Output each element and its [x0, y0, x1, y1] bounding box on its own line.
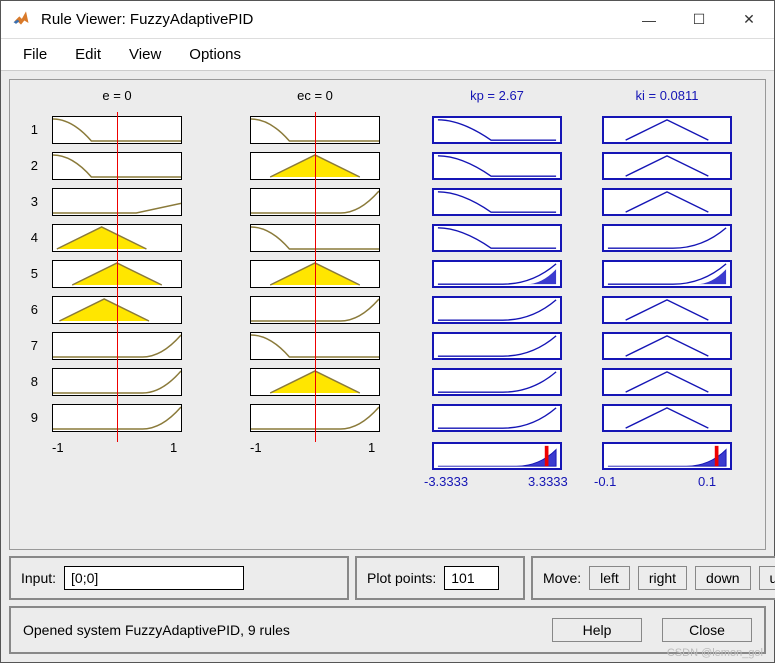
row-number: 9	[22, 410, 38, 425]
axis-max-ec: 1	[368, 440, 375, 455]
titlebar: Rule Viewer: FuzzyAdaptivePID — ☐ ✕	[1, 1, 774, 39]
mf-cell-kp	[432, 188, 562, 216]
input-panel: Input:	[9, 556, 349, 600]
menubar: File Edit View Options	[1, 39, 774, 71]
matlab-icon	[11, 8, 31, 31]
row-number: 2	[22, 158, 38, 173]
window-title: Rule Viewer: FuzzyAdaptivePID	[41, 11, 624, 28]
aggregate-ki	[602, 442, 732, 470]
axis-min-kp: -3.3333	[424, 474, 468, 489]
menu-edit[interactable]: Edit	[63, 42, 113, 67]
mf-cell-ki	[602, 332, 732, 360]
mf-cell-ki	[602, 116, 732, 144]
input-slider-e[interactable]	[117, 112, 118, 442]
status-bar: Opened system FuzzyAdaptivePID, 9 rules …	[9, 606, 766, 654]
input-label: Input:	[21, 570, 56, 586]
status-text: Opened system FuzzyAdaptivePID, 9 rules	[23, 622, 552, 638]
maximize-button[interactable]: ☐	[674, 1, 724, 38]
mf-cell-kp	[432, 368, 562, 396]
mf-cell-kp	[432, 116, 562, 144]
menu-view[interactable]: View	[117, 42, 173, 67]
window-controls: — ☐ ✕	[624, 1, 774, 38]
mf-cell-ki	[602, 260, 732, 288]
plot-points-label: Plot points:	[367, 570, 436, 586]
input-field[interactable]	[64, 566, 244, 590]
move-down-button[interactable]: down	[695, 566, 750, 590]
move-panel: Move: left right down up	[531, 556, 775, 600]
row-number: 7	[22, 338, 38, 353]
column-header-kp: kp = 2.67	[427, 88, 567, 103]
axis-max-ki: 0.1	[698, 474, 716, 489]
mf-cell-ki	[602, 296, 732, 324]
content-area: e = 0 ec = 0 kp = 2.67 ki = 0.0811 1 2 3 4 5 6 7 8 9…	[1, 71, 774, 662]
mf-cell-ki	[602, 404, 732, 432]
row-number: 1	[22, 122, 38, 137]
column-header-ec: ec = 0	[245, 88, 385, 103]
axis-max-e: 1	[170, 440, 177, 455]
menu-file[interactable]: File	[11, 42, 59, 67]
move-left-button[interactable]: left	[589, 566, 630, 590]
minimize-button[interactable]: —	[624, 1, 674, 38]
plot-points-field[interactable]	[444, 566, 499, 590]
column-header-e: e = 0	[47, 88, 187, 103]
mf-cell-kp	[432, 296, 562, 324]
mf-cell-ki	[602, 188, 732, 216]
axis-min-ec: -1	[250, 440, 262, 455]
close-button[interactable]: Close	[662, 618, 752, 642]
mf-cell-kp	[432, 260, 562, 288]
mf-cell-kp	[432, 152, 562, 180]
row-number: 8	[22, 374, 38, 389]
mf-cell-ki	[602, 368, 732, 396]
row-number: 3	[22, 194, 38, 209]
column-header-ki: ki = 0.0811	[597, 88, 737, 103]
mf-cell-ki	[602, 224, 732, 252]
mf-cell-kp	[432, 332, 562, 360]
rules-panel: e = 0 ec = 0 kp = 2.67 ki = 0.0811 1 2 3 4 5 6 7 8 9…	[9, 79, 766, 550]
move-right-button[interactable]: right	[638, 566, 687, 590]
move-up-button[interactable]: up	[759, 566, 775, 590]
plot-points-panel: Plot points:	[355, 556, 525, 600]
mf-cell-kp	[432, 404, 562, 432]
mf-cell-ki	[602, 152, 732, 180]
row-number: 4	[22, 230, 38, 245]
axis-min-e: -1	[52, 440, 64, 455]
controls-row: Input: Plot points: Move: left right dow…	[9, 556, 766, 600]
mf-cell-kp	[432, 224, 562, 252]
row-number: 5	[22, 266, 38, 281]
row-number: 6	[22, 302, 38, 317]
aggregate-kp	[432, 442, 562, 470]
axis-min-ki: -0.1	[594, 474, 616, 489]
input-slider-ec[interactable]	[315, 112, 316, 442]
axis-max-kp: 3.3333	[528, 474, 568, 489]
close-window-button[interactable]: ✕	[724, 1, 774, 38]
menu-options[interactable]: Options	[177, 42, 253, 67]
watermark: CSDN @lemon_gol	[667, 647, 763, 659]
rule-viewer-window: Rule Viewer: FuzzyAdaptivePID — ☐ ✕ File…	[0, 0, 775, 663]
help-button[interactable]: Help	[552, 618, 642, 642]
move-label: Move:	[543, 570, 581, 586]
